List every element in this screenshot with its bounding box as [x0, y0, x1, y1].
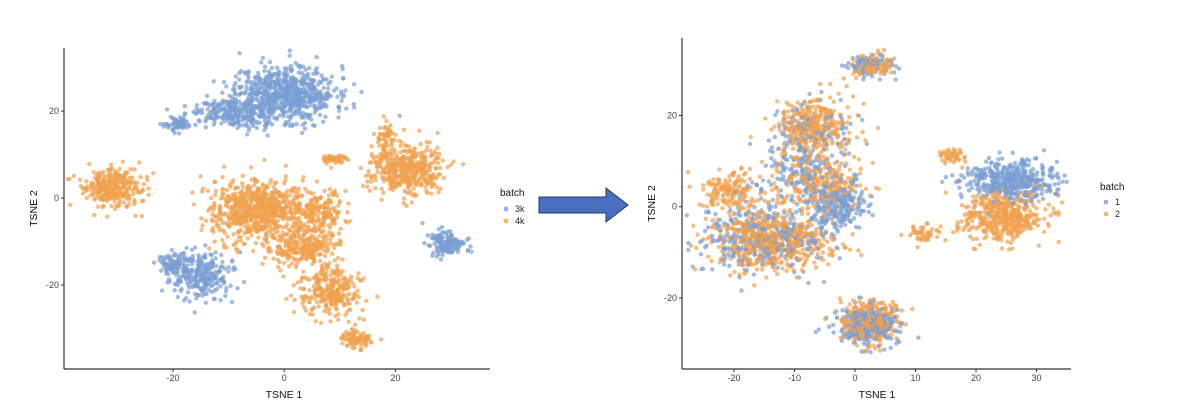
data-point-2 [960, 165, 965, 170]
data-point-1 [972, 178, 977, 183]
data-point-4k [327, 186, 333, 192]
data-point-4k [377, 125, 383, 131]
data-point-4k [109, 203, 114, 209]
data-point-1 [838, 97, 843, 103]
data-point-2 [685, 170, 691, 175]
data-point-2 [847, 167, 853, 172]
data-point-2 [720, 206, 725, 211]
data-point-2 [845, 105, 850, 110]
data-point-2 [844, 84, 849, 89]
data-point-1 [772, 134, 777, 140]
data-point-4k [436, 190, 441, 195]
data-point-1 [839, 338, 845, 343]
data-point-1 [957, 185, 962, 190]
data-point-1 [860, 117, 865, 123]
data-point-4k [128, 167, 133, 172]
data-point-2 [875, 125, 881, 131]
data-point-1 [864, 141, 869, 147]
data-point-4k [92, 212, 97, 218]
data-point-1 [837, 256, 842, 261]
data-point-4k [438, 165, 443, 171]
data-point-1 [859, 189, 865, 194]
data-point-2 [786, 115, 791, 120]
data-point-2 [847, 130, 852, 135]
data-point-2 [974, 194, 980, 199]
data-point-1 [831, 330, 836, 335]
data-point-1 [686, 247, 691, 253]
data-point-4k [302, 186, 308, 192]
data-point-4k [120, 159, 126, 164]
data-point-3k [245, 132, 250, 137]
points [684, 47, 1069, 355]
data-point-4k [322, 253, 328, 259]
data-point-1 [861, 77, 866, 82]
data-point-1 [866, 209, 872, 215]
data-point-4k [322, 188, 327, 194]
data-point-3k [242, 279, 247, 285]
data-point-2 [860, 129, 865, 135]
data-point-1 [1055, 187, 1060, 192]
data-point-1 [772, 159, 777, 164]
data-point-4k [378, 337, 384, 342]
data-point-4k [139, 214, 145, 219]
data-point-1 [950, 173, 955, 178]
data-point-2 [752, 283, 757, 288]
data-point-2 [847, 247, 853, 252]
data-point-2 [711, 177, 716, 182]
data-point-2 [850, 94, 856, 99]
data-point-1 [1052, 182, 1058, 187]
data-point-2 [694, 245, 699, 251]
data-point-2 [841, 76, 847, 81]
data-point-2 [763, 116, 768, 121]
data-point-2 [943, 190, 948, 195]
data-point-1 [982, 183, 987, 188]
data-point-1 [821, 279, 827, 285]
data-point-4k [278, 268, 283, 273]
data-point-2 [847, 114, 852, 120]
data-point-2 [1036, 243, 1042, 248]
data-point-1 [1000, 156, 1005, 161]
data-point-1 [826, 324, 832, 329]
data-point-4k [411, 186, 416, 191]
data-point-2 [805, 211, 811, 216]
data-point-4k [132, 167, 137, 172]
data-point-4k [329, 165, 334, 170]
data-point-2 [831, 99, 836, 104]
data-point-1 [1060, 179, 1065, 184]
data-point-2 [838, 300, 844, 305]
data-point-2 [1051, 210, 1057, 215]
data-point-4k [213, 189, 219, 194]
data-point-1 [766, 138, 772, 143]
data-point-2 [899, 232, 904, 238]
data-point-3k [262, 68, 267, 74]
data-point-2 [762, 190, 767, 195]
data-point-1 [835, 141, 840, 146]
data-point-3k [189, 262, 195, 267]
data-point-3k [335, 94, 340, 100]
data-point-2 [859, 253, 864, 258]
points [65, 48, 474, 353]
data-point-1 [968, 179, 973, 185]
data-point-2 [870, 160, 875, 166]
